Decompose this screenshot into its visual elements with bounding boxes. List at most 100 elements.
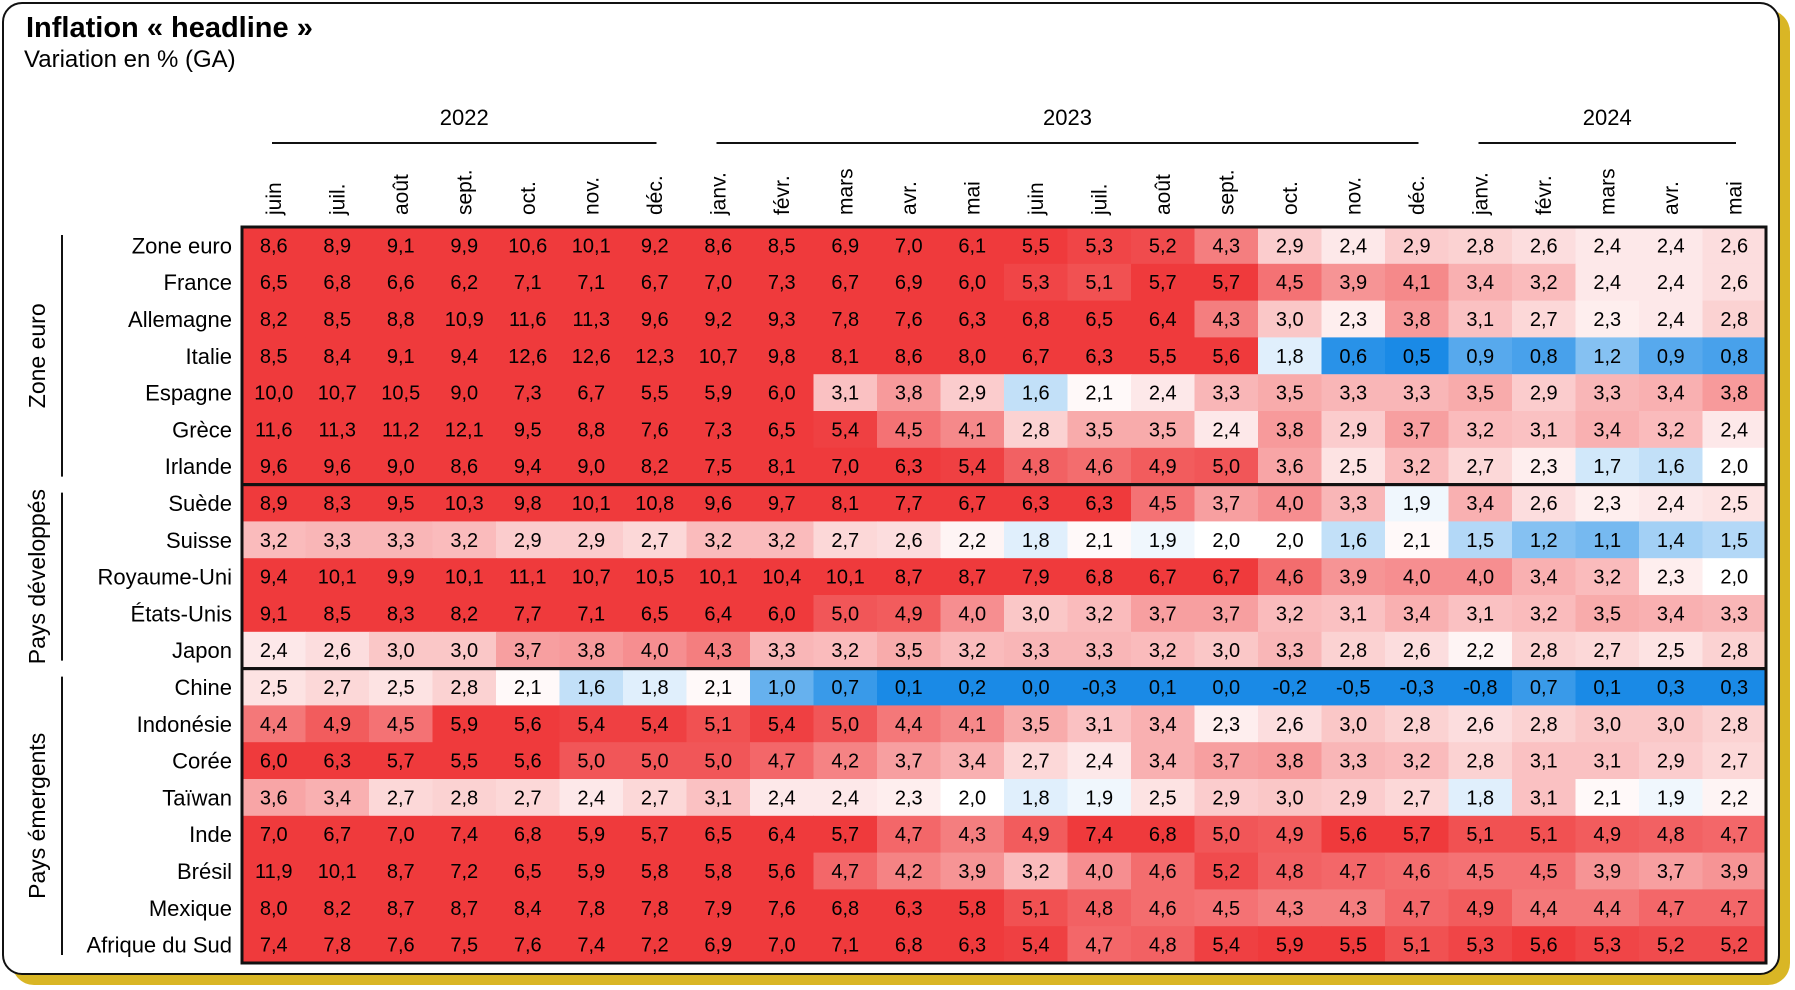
heatmap-cell	[369, 889, 433, 927]
cell-value: 9,2	[641, 235, 669, 257]
cell-value: 3,6	[1276, 456, 1304, 478]
cell-value: 1,6	[577, 677, 605, 699]
heatmap-cell	[1258, 263, 1322, 302]
cell-value: 7,0	[704, 272, 732, 294]
cell-value: 8,3	[387, 603, 415, 625]
heatmap-cell	[1575, 484, 1640, 522]
heatmap-cell	[1385, 852, 1449, 890]
cell-value: 7,4	[577, 935, 605, 957]
heatmap-cell	[877, 631, 941, 670]
cell-value: 4,3	[958, 824, 986, 846]
cell-value: 11,3	[319, 419, 356, 441]
heatmap-cell	[623, 926, 687, 964]
heatmap-cell	[1131, 595, 1195, 633]
heatmap-cell	[432, 227, 497, 265]
cell-value: 5,2	[1657, 935, 1685, 957]
cell-value: -0,2	[1273, 677, 1307, 699]
cell-value: 7,0	[895, 235, 923, 257]
cell-value: 8,6	[704, 235, 732, 257]
heatmap-cell	[813, 227, 878, 265]
cell-value: 4,1	[1403, 272, 1431, 294]
cell-value: 4,2	[831, 751, 859, 773]
cell-value: 6,8	[1149, 824, 1177, 846]
cell-value: 2,5	[1149, 787, 1177, 809]
heatmap-cell	[1385, 374, 1449, 412]
cell-value: 1,8	[1022, 530, 1050, 552]
cell-value: 10,5	[381, 383, 420, 405]
cell-value: 3,3	[1339, 383, 1367, 405]
cell-value: 5,7	[1403, 824, 1431, 846]
cell-value: 10,9	[445, 309, 484, 331]
heatmap-cell	[1512, 447, 1576, 486]
cell-value: 1,6	[1022, 383, 1050, 405]
cell-value: 1,1	[1593, 530, 1621, 552]
cell-value: 6,7	[1212, 567, 1240, 589]
cell-value: 3,1	[1466, 309, 1494, 331]
cell-value: 2,9	[1212, 787, 1240, 809]
cell-value: 6,8	[323, 272, 351, 294]
cell-value: 0,1	[1593, 677, 1621, 699]
heatmap-cell	[242, 779, 306, 817]
heatmap-cell	[1448, 374, 1513, 412]
country-label: Zone euro	[132, 233, 232, 258]
country-label: Grèce	[172, 417, 232, 442]
heatmap-cell	[1702, 227, 1767, 265]
heatmap-cell	[940, 742, 1005, 780]
month-label: sept.	[453, 169, 476, 215]
heatmap-cell	[1004, 263, 1068, 302]
heatmap-cell	[432, 411, 497, 449]
group-border	[240, 667, 1768, 965]
cell-value: 2,6	[1530, 235, 1558, 257]
cell-value: 3,1	[1339, 603, 1367, 625]
month-label: août	[390, 174, 413, 215]
cell-value: 3,2	[1466, 419, 1494, 441]
cell-value: 4,7	[1403, 898, 1431, 920]
cell-value: 2,3	[1593, 493, 1621, 515]
heatmap-cell	[940, 779, 1005, 817]
heatmap-cell	[1131, 668, 1195, 706]
heatmap-cell	[686, 337, 751, 375]
cell-value: 2,3	[895, 787, 923, 809]
heatmap-cell	[1702, 337, 1767, 375]
cell-value: 8,1	[831, 493, 859, 515]
heatmap-cell	[1258, 558, 1322, 596]
cell-value: 5,6	[1212, 346, 1240, 368]
heatmap-cell	[1385, 668, 1449, 706]
cell-value: 3,3	[1212, 383, 1240, 405]
cell-value: 3,8	[1403, 309, 1431, 331]
heatmap-cell	[1194, 779, 1259, 817]
cell-value: 7,5	[450, 935, 478, 957]
cell-value: 2,6	[1466, 714, 1494, 736]
cell-value: 2,7	[323, 677, 351, 699]
cell-value: 4,9	[1466, 898, 1494, 920]
cell-value: 8,4	[323, 346, 351, 368]
cell-value: 4,8	[1149, 935, 1177, 957]
cell-value: 9,5	[387, 493, 415, 515]
cell-value: 8,2	[641, 456, 669, 478]
heatmap-cell	[940, 337, 1005, 375]
cell-value: 0,7	[831, 677, 859, 699]
heatmap-cell	[940, 926, 1005, 964]
heatmap-cell	[1385, 742, 1449, 780]
cell-value: 4,9	[1276, 824, 1304, 846]
heatmap-cell	[559, 926, 624, 964]
cell-value: 4,5	[1276, 272, 1304, 294]
heatmap-cell	[1194, 374, 1259, 412]
cell-value: 9,2	[704, 309, 732, 331]
heatmap-cell	[1131, 926, 1195, 964]
cell-value: 2,8	[1403, 714, 1431, 736]
cell-value: 5,7	[641, 824, 669, 846]
heatmap-cell	[686, 374, 751, 412]
heatmap-cell	[559, 742, 624, 780]
heatmap-cell	[1702, 558, 1767, 596]
heatmap-cell	[1385, 447, 1449, 486]
cell-value: 3,3	[768, 640, 796, 662]
heatmap-cell	[242, 484, 306, 522]
cell-value: 3,0	[387, 640, 415, 662]
cell-value: 3,2	[1657, 419, 1685, 441]
heatmap-cell	[1512, 374, 1576, 412]
heatmap-cell	[940, 889, 1005, 927]
heatmap-cell	[1004, 374, 1068, 412]
heatmap-cell	[1512, 631, 1576, 670]
heatmap-cell	[877, 337, 941, 375]
